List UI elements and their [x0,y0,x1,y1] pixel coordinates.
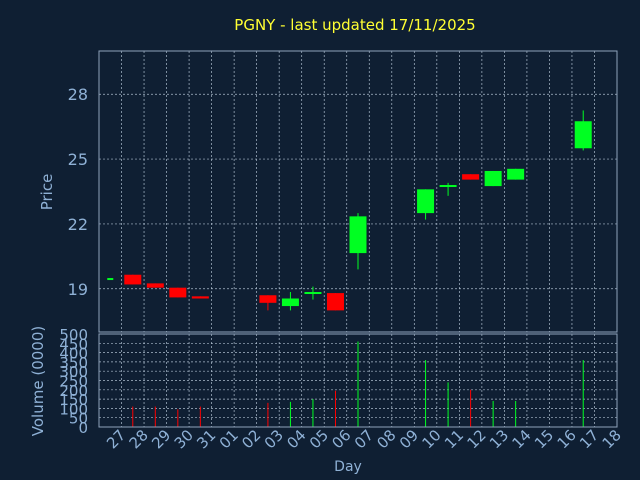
candle-body [439,185,457,188]
volume-tick-label: 50 [69,410,88,428]
candle-body [191,296,209,299]
chart-title: PGNY - last updated 17/11/2025 [234,16,475,34]
candle-body [259,295,277,303]
volume-tick-label: 150 [59,391,88,409]
volume-tick-label: 500 [59,326,88,344]
volume-tick-label: 450 [59,335,88,353]
candles-group [107,110,592,311]
price-tick-label: 28 [68,85,88,104]
volume-tick-label: 200 [59,382,88,400]
candle-body [462,174,480,180]
volume-tick-label: 400 [59,345,88,363]
candle-body [507,168,525,180]
price-tick-label: 22 [68,215,88,234]
candle-body [574,121,592,149]
candle-body [349,216,367,254]
candle-body [417,189,435,214]
candle-body [484,170,502,187]
price-axis-label: Price [38,174,56,211]
candle-body [107,278,114,281]
day-tick-labels: 2728293031010203040506070809101112131415… [103,426,625,452]
candle-body [146,283,164,288]
volume-tick-label: 100 [59,400,88,418]
volume-bars-group [132,341,584,427]
volume-panel-grid [99,333,617,428]
price-panel-grid [99,51,617,332]
candle-body [169,287,187,298]
volume-tick-label: 0 [78,419,88,437]
volume-panel-frame [98,333,618,428]
candle-body [304,292,322,295]
candle-body [281,298,299,307]
price-tick-label: 19 [68,280,88,299]
candle-body [124,274,142,285]
volume-tick-label: 250 [59,373,88,391]
price-tick-labels: 19 22 25 28 [68,85,88,299]
volume-tick-label: 300 [59,363,88,381]
x-axis-label: Day [334,459,362,475]
volume-tick-label: 350 [59,354,88,372]
volume-axis-label: Volume (0000) [29,326,47,436]
candle-body [326,293,344,311]
price-tick-label: 25 [68,150,88,169]
price-panel-frame [98,50,618,333]
